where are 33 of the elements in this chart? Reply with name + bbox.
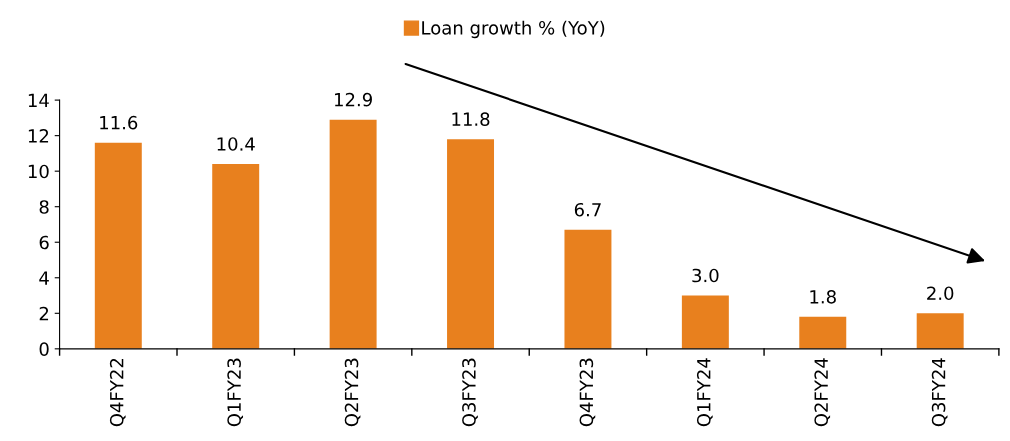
x-tick-label: Q3FY23 <box>462 358 478 427</box>
y-tick-label: 6 <box>39 235 49 250</box>
data-label: 12.9 <box>335 92 372 107</box>
x-tick-label: Q2FY24 <box>814 358 831 427</box>
data-label: 2.0 <box>927 286 954 301</box>
x-tick-label: Q4FY22 <box>109 358 126 427</box>
bar <box>212 164 260 349</box>
bar <box>94 142 142 349</box>
bar <box>681 295 729 349</box>
x-tick-label: Q1FY24 <box>696 358 713 427</box>
data-label: 1.8 <box>810 289 836 304</box>
legend-label: Loan growth % (YoY) <box>422 20 605 39</box>
y-tick-label: 10 <box>28 164 49 179</box>
bar <box>564 229 612 349</box>
data-label: 6.7 <box>574 202 601 217</box>
y-tick-label: 12 <box>28 129 49 143</box>
x-tick-label: Q1FY23 <box>227 358 244 427</box>
bar <box>799 316 847 349</box>
data-label: 3.0 <box>692 268 719 283</box>
data-label: 10.4 <box>217 137 255 151</box>
data-label: 11.8 <box>452 112 490 126</box>
y-tick-label: 4 <box>39 271 49 285</box>
y-tick-label: 2 <box>39 306 49 321</box>
bar <box>447 139 495 349</box>
y-tick-label: 14 <box>28 93 49 107</box>
x-tick-label: Q4FY23 <box>579 358 596 427</box>
y-tick-label: 8 <box>39 200 49 214</box>
bar <box>329 119 377 349</box>
x-tick-label: Q3FY24 <box>931 358 948 427</box>
bar <box>916 313 964 349</box>
x-tick-label: Q2FY23 <box>344 358 361 427</box>
y-tick-label: 0 <box>39 342 49 356</box>
data-label: 11.6 <box>100 115 138 130</box>
